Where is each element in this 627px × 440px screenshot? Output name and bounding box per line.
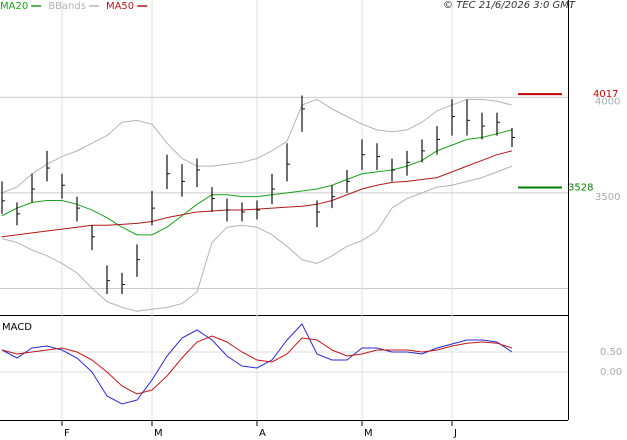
legend-label: MA20 [0, 1, 28, 12]
ma-line [1, 129, 513, 236]
bband-upper [1, 98, 513, 194]
macd-line [1, 335, 513, 395]
macd-title: MACD [2, 322, 32, 333]
x-tick-label: M [364, 428, 373, 439]
y-tick-label: 3500 [595, 192, 620, 203]
y-tick-label: 0.00 [600, 367, 622, 378]
bband-lower [1, 165, 513, 312]
legend-label: MA50 [106, 1, 134, 12]
x-tick-label: J [453, 428, 457, 439]
y-tick-label: 0.50 [600, 347, 622, 358]
level-label: 4017 [593, 89, 618, 100]
x-tick-label: M [154, 428, 163, 439]
x-tick-label: F [64, 428, 70, 439]
level-label: 3528 [568, 183, 593, 194]
timestamp: © TEC 21/6/2026 3:0 GMT [443, 0, 576, 11]
y-tick-label: 4000 [595, 96, 620, 107]
legend-label: BBands [48, 1, 86, 12]
x-tick-label: A [259, 428, 266, 439]
macd-line [1, 323, 513, 405]
